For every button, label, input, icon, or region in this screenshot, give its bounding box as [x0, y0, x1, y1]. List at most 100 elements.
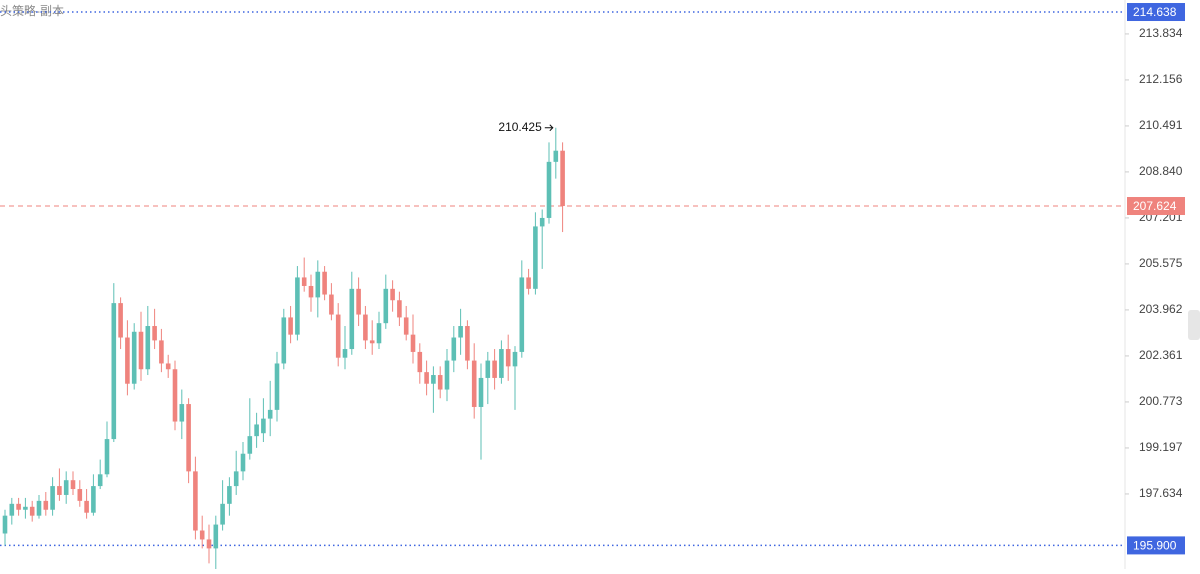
y-tick-label: 200.773	[1139, 394, 1183, 408]
candle-body	[57, 486, 62, 495]
candle-body	[363, 314, 368, 341]
candle-body	[383, 288, 389, 324]
candle-body	[444, 360, 450, 390]
y-tick-label: 202.361	[1139, 348, 1183, 362]
candle-body	[9, 503, 15, 516]
candle-body	[43, 500, 49, 510]
candle-body	[410, 334, 416, 352]
y-tick-label: 199.197	[1139, 440, 1183, 454]
candle-body	[471, 360, 477, 407]
candle-body	[213, 524, 219, 549]
candle-body	[91, 486, 96, 513]
price-tag-label: 214.638	[1133, 5, 1177, 19]
high-annotation: 210.425	[498, 120, 542, 134]
candle-body	[186, 404, 191, 472]
candle-body	[349, 288, 355, 350]
candle-body	[431, 375, 436, 384]
candle-body	[458, 326, 463, 338]
candle-body	[111, 303, 117, 440]
candle-body	[485, 360, 491, 378]
candle-body	[159, 340, 164, 364]
candle-body	[206, 539, 212, 549]
candle-body	[451, 337, 457, 361]
candle-body	[247, 436, 253, 454]
candle-body	[308, 285, 314, 298]
candle-body	[356, 288, 361, 315]
candle-body	[267, 409, 273, 419]
y-tick-label: 197.634	[1139, 486, 1183, 500]
annotation-arrow	[544, 124, 554, 132]
candle-body	[369, 340, 375, 344]
candle-body	[546, 161, 552, 218]
candle-body	[315, 271, 321, 298]
candle-body	[118, 303, 123, 338]
candle-body	[84, 500, 89, 513]
candle-body	[301, 277, 307, 286]
y-tick-label: 205.575	[1139, 256, 1183, 270]
price-tag	[1127, 536, 1185, 555]
candle-body	[131, 331, 137, 384]
scroll-handle[interactable]	[1188, 310, 1200, 340]
candle-body	[227, 486, 232, 504]
candle-body	[29, 506, 35, 516]
candle-body	[16, 503, 21, 510]
candle-body	[533, 226, 538, 289]
strategy-name: 头策略-副本	[0, 3, 64, 18]
candle-body	[322, 271, 327, 295]
candle-body	[104, 439, 110, 475]
candle-body	[519, 277, 525, 352]
candle-body	[199, 530, 205, 540]
candle-body	[36, 500, 42, 516]
candle-body	[512, 351, 518, 367]
price-tag-label: 207.624	[1133, 199, 1177, 213]
candle-body	[50, 486, 55, 510]
candle-body	[397, 300, 402, 318]
candle-body	[505, 349, 511, 367]
candle-body	[125, 337, 130, 384]
candle-body	[220, 503, 225, 525]
candle-body	[97, 474, 103, 487]
candle-body	[261, 418, 266, 434]
candle-body	[70, 480, 76, 490]
price-tag	[1127, 197, 1185, 216]
candle-body	[63, 480, 69, 495]
candle-body	[329, 294, 334, 315]
candle-body	[165, 363, 171, 370]
y-tick-label: 212.156	[1139, 72, 1183, 86]
candle-body	[172, 369, 178, 422]
candle-body	[478, 377, 484, 407]
candle-body	[376, 323, 382, 344]
candle-body	[424, 372, 429, 384]
price-tag-label: 195.900	[1133, 539, 1177, 553]
candle-body	[342, 349, 348, 358]
candle-body	[145, 326, 151, 370]
candle-body	[281, 317, 287, 364]
candle-body	[77, 489, 83, 501]
candle-body	[295, 277, 300, 335]
price-tag	[1127, 3, 1185, 22]
candle-body	[390, 288, 395, 301]
candle-body	[539, 217, 545, 227]
candle-body	[499, 349, 504, 378]
candle-body	[138, 331, 144, 370]
candle-body	[23, 506, 28, 510]
candle-body	[152, 326, 157, 341]
y-tick-label: 203.962	[1139, 302, 1183, 316]
candle-body	[288, 317, 293, 335]
candle-body	[417, 351, 423, 373]
candle-body	[526, 277, 531, 289]
y-tick-label: 213.834	[1139, 26, 1183, 40]
candle-body	[274, 363, 280, 410]
candle-body	[240, 453, 246, 472]
y-tick-label: 210.491	[1139, 118, 1183, 132]
candle-body	[560, 150, 565, 207]
candle-body	[193, 471, 198, 531]
candle-body	[2, 515, 8, 534]
candle-body	[335, 314, 341, 358]
candle-body	[553, 150, 559, 162]
candle-body	[465, 326, 470, 361]
candle-body	[179, 404, 185, 422]
candle-body	[492, 360, 497, 378]
